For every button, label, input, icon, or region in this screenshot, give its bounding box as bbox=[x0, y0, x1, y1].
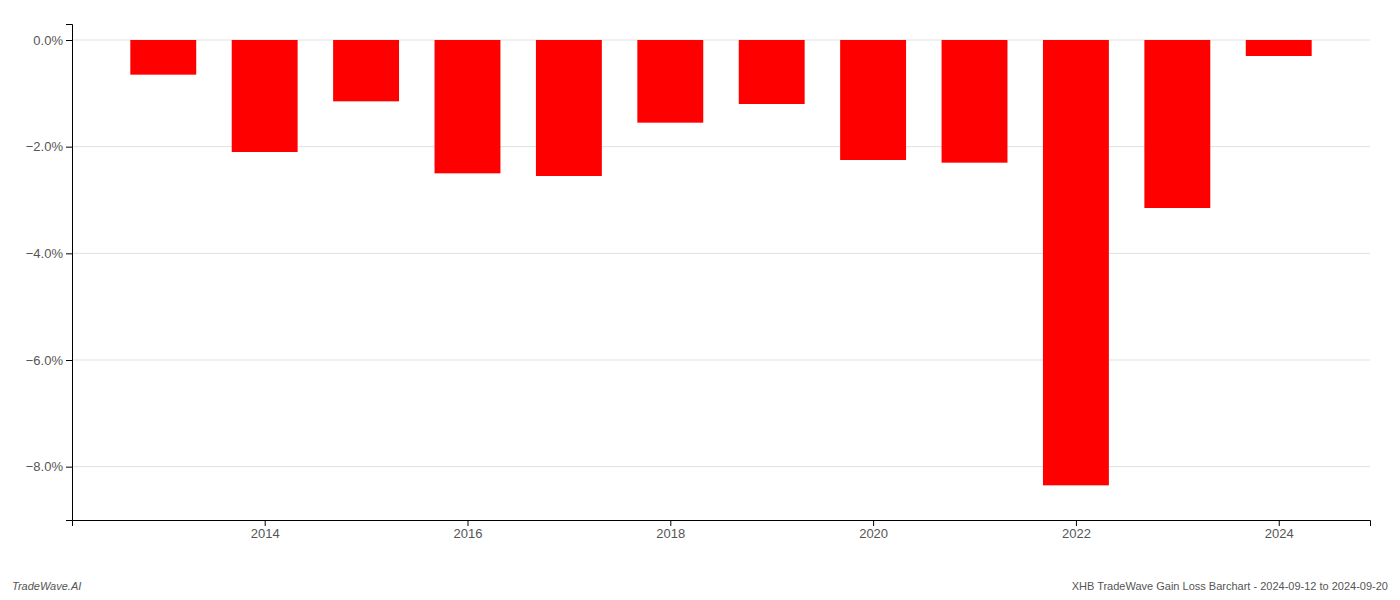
x-axis-line bbox=[73, 521, 1371, 527]
bars bbox=[130, 40, 1311, 485]
grid-line bbox=[72, 466, 1370, 467]
bar bbox=[232, 40, 298, 152]
bar bbox=[1043, 40, 1109, 485]
x-tick-mark bbox=[265, 520, 266, 526]
y-tick-mark bbox=[66, 147, 72, 148]
y-tick-label: −2.0% bbox=[26, 139, 64, 154]
x-tick: 2014 bbox=[251, 520, 280, 541]
bar bbox=[1144, 40, 1210, 208]
bar bbox=[637, 40, 703, 123]
x-tick: 2020 bbox=[859, 520, 888, 541]
x-tick-label: 2016 bbox=[454, 526, 483, 541]
y-tick: −6.0% bbox=[26, 353, 72, 368]
bar bbox=[130, 40, 196, 75]
bar bbox=[942, 40, 1008, 163]
chart-container: 0.0% −2.0% −4.0% −6.0% −8.0% 2014 2016 2018 2020… bbox=[0, 0, 1400, 600]
y-tick-label: 0.0% bbox=[33, 33, 63, 48]
x-tick-label: 2024 bbox=[1265, 526, 1294, 541]
y-tick-label: −4.0% bbox=[26, 246, 64, 261]
x-tick-label: 2014 bbox=[251, 526, 280, 541]
x-tick-label: 2018 bbox=[656, 526, 685, 541]
y-tick-mark bbox=[66, 467, 72, 468]
plot-area: 0.0% −2.0% −4.0% −6.0% −8.0% 2014 2016 2018 2020… bbox=[26, 25, 1371, 542]
y-tick: −8.0% bbox=[26, 459, 72, 474]
y-tick: −2.0% bbox=[26, 139, 72, 154]
bar bbox=[435, 40, 501, 173]
bar bbox=[739, 40, 805, 104]
x-tick-label: 2020 bbox=[859, 526, 888, 541]
x-tick: 2016 bbox=[454, 520, 483, 541]
x-tick-mark bbox=[1076, 520, 1077, 526]
x-tick: 2022 bbox=[1062, 520, 1091, 541]
grid-line bbox=[72, 253, 1370, 254]
x-tick: 2024 bbox=[1265, 520, 1294, 541]
y-tick-mark bbox=[66, 40, 72, 41]
y-axis-line bbox=[66, 25, 73, 521]
chart-svg: 0.0% −2.0% −4.0% −6.0% −8.0% 2014 2016 2018 2020… bbox=[0, 0, 1400, 600]
x-tick-mark bbox=[1279, 520, 1280, 526]
y-tick-label: −6.0% bbox=[26, 353, 64, 368]
annotation-left: TradeWave.AI bbox=[12, 580, 81, 592]
grid bbox=[72, 40, 1370, 467]
grid-line bbox=[72, 360, 1370, 361]
y-tick-label: −8.0% bbox=[26, 459, 64, 474]
y-tick: −4.0% bbox=[26, 246, 72, 261]
x-tick-mark bbox=[467, 520, 468, 526]
x-tick-mark bbox=[670, 520, 671, 526]
y-tick: 0.0% bbox=[33, 33, 72, 48]
y-tick-mark bbox=[66, 360, 72, 361]
x-axis: 2014 2016 2018 2020 2022 2024 bbox=[73, 520, 1371, 541]
annotations: TradeWave.AI XHB TradeWave Gain Loss Barc… bbox=[12, 580, 1388, 592]
x-tick-label: 2022 bbox=[1062, 526, 1091, 541]
y-axis: 0.0% −2.0% −4.0% −6.0% −8.0% bbox=[26, 25, 73, 521]
bar bbox=[333, 40, 399, 101]
bar bbox=[840, 40, 906, 160]
x-tick: 2018 bbox=[656, 520, 685, 541]
y-tick-mark bbox=[66, 253, 72, 254]
x-tick-mark bbox=[873, 520, 874, 526]
bar bbox=[536, 40, 602, 176]
bar bbox=[1246, 40, 1312, 56]
annotation-right: XHB TradeWave Gain Loss Barchart - 2024-… bbox=[1072, 580, 1388, 592]
